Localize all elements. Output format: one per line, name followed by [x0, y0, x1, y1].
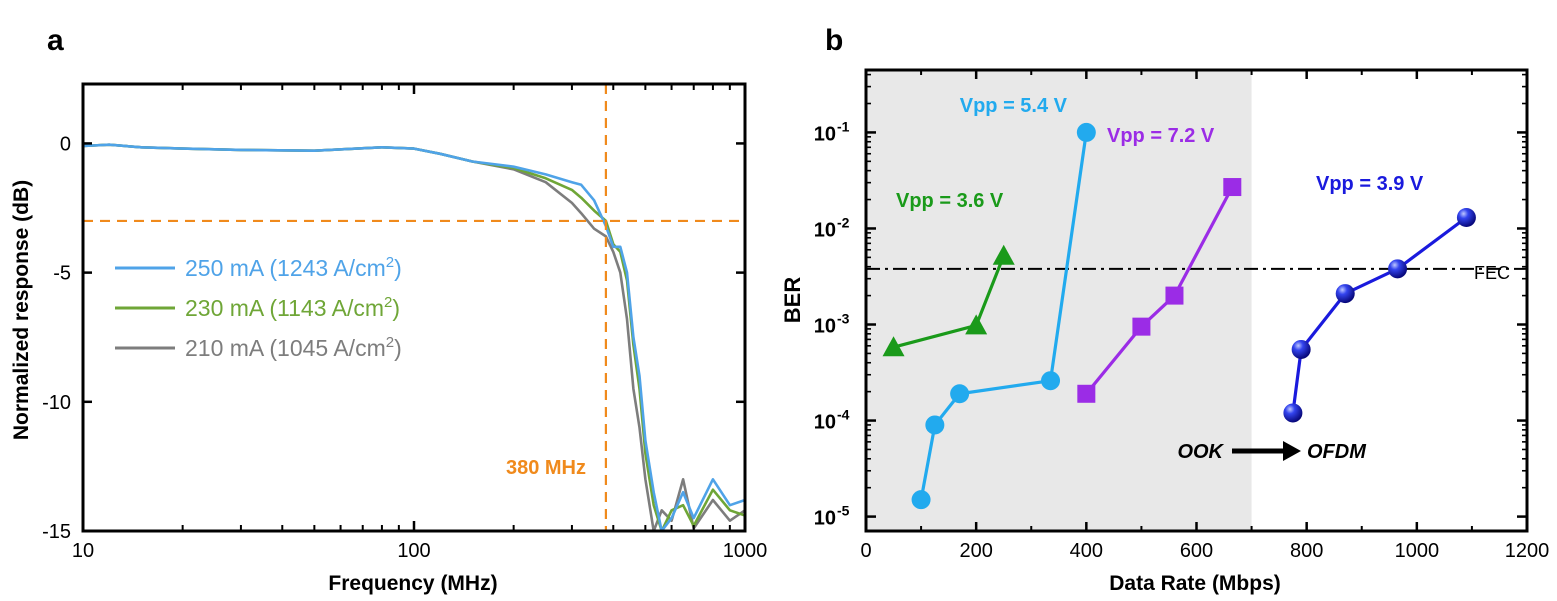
ook-label: OOK: [1177, 441, 1224, 463]
y-tick-label: -15: [42, 521, 71, 543]
panel-a-label: a: [47, 24, 64, 57]
y-tick-label: -5: [53, 263, 71, 285]
panel-a-plot-area: 10 100 1000 0 -5 -10 -15: [42, 82, 768, 562]
series-label-vpp-3-6: Vpp = 3.6 V: [896, 190, 1004, 212]
y-tick-exponent: -4: [837, 407, 850, 423]
marker-square: [1223, 178, 1242, 197]
x-tick-label: 200: [959, 540, 992, 562]
panel-a-xlabel: Frequency (MHz): [328, 572, 497, 595]
panel-b-label: b: [825, 24, 843, 57]
panel-b-xlabel: Data Rate (Mbps): [1109, 572, 1281, 595]
x-tick-label: 1200: [1505, 540, 1550, 562]
marker-triangle: [882, 336, 905, 357]
panel-a-ylabel: Normalized response (dB): [10, 180, 33, 440]
marker-sphere: [1335, 284, 1355, 304]
panel-a-legend: 250 mA (1243 A/cm2) 230 mA (1143 A/cm2) 21…: [115, 254, 402, 361]
x-tick-label: 100: [397, 540, 430, 562]
marker-triangle: [992, 244, 1015, 265]
y-tick-exponent: -5: [837, 503, 850, 519]
x-tick-label: 0: [860, 540, 871, 562]
series-label-vpp-5-4: Vpp = 5.4 V: [960, 95, 1068, 117]
fec-label: FEC: [1474, 263, 1510, 283]
legend-entry-2: 210 mA (1045 A/cm2): [185, 334, 402, 361]
y-tick-exponent: -3: [837, 311, 850, 327]
y-tick-label: 10: [814, 316, 836, 338]
marker-square: [1132, 317, 1151, 336]
y-tick-label: 10: [814, 508, 836, 530]
marker-circle: [950, 384, 970, 404]
series-label-vpp-7-2: Vpp = 7.2 V: [1107, 125, 1215, 147]
panel-a-annotation-380: 380 MHz: [506, 457, 586, 479]
panel-b-ylabel: BER: [780, 277, 805, 324]
x-tick-label: 400: [1070, 540, 1103, 562]
marker-sphere: [1456, 208, 1476, 228]
x-tick-label: 1000: [1395, 540, 1440, 562]
y-tick-exponent: -1: [837, 118, 850, 134]
y-tick-label: 0: [60, 133, 71, 155]
marker-circle: [1076, 122, 1096, 142]
series-line-2: [1085, 186, 1234, 395]
marker-circle: [911, 490, 931, 510]
series-line-3: [1291, 216, 1468, 414]
plot-frame: [81, 82, 747, 533]
marker-square: [1165, 286, 1184, 305]
series-line-0: [82, 143, 746, 533]
y-tick-exponent: -2: [837, 214, 850, 230]
marker-sphere: [1388, 259, 1408, 279]
panel-b-series-labels: Vpp = 5.4 V Vpp = 7.2 V Vpp = 3.6 V Vpp …: [896, 95, 1424, 212]
marker-square: [1077, 384, 1096, 403]
marker-sphere: [1283, 403, 1303, 423]
x-tick-label: 800: [1290, 540, 1323, 562]
y-tick-label: 10: [814, 123, 836, 145]
ook-to-ofdm-arrow-icon: [1232, 441, 1301, 461]
x-tick-label: 10: [72, 540, 94, 562]
y-tick-label: -10: [42, 392, 71, 414]
ofdm-label: OFDM: [1307, 441, 1367, 463]
y-tick-label: 10: [814, 412, 836, 434]
panel-a: a 10 100 1000 0 -5 -10 -15 Frequency (MHz) Nor…: [10, 24, 767, 595]
marker-sphere: [1291, 339, 1311, 359]
marker-circle: [925, 415, 945, 435]
y-tick-label: 10: [814, 219, 836, 241]
marker-circle: [1041, 371, 1061, 391]
series-label-vpp-3-9: Vpp = 3.9 V: [1316, 173, 1424, 195]
series-line-2: [82, 143, 746, 533]
x-tick-label: 1000: [723, 540, 768, 562]
legend-entry-1: 230 mA (1143 A/cm2): [185, 294, 400, 321]
x-tick-label: 600: [1180, 540, 1213, 562]
marker-triangle: [965, 314, 988, 335]
legend-entry-0: 250 mA (1243 A/cm2): [185, 254, 402, 281]
